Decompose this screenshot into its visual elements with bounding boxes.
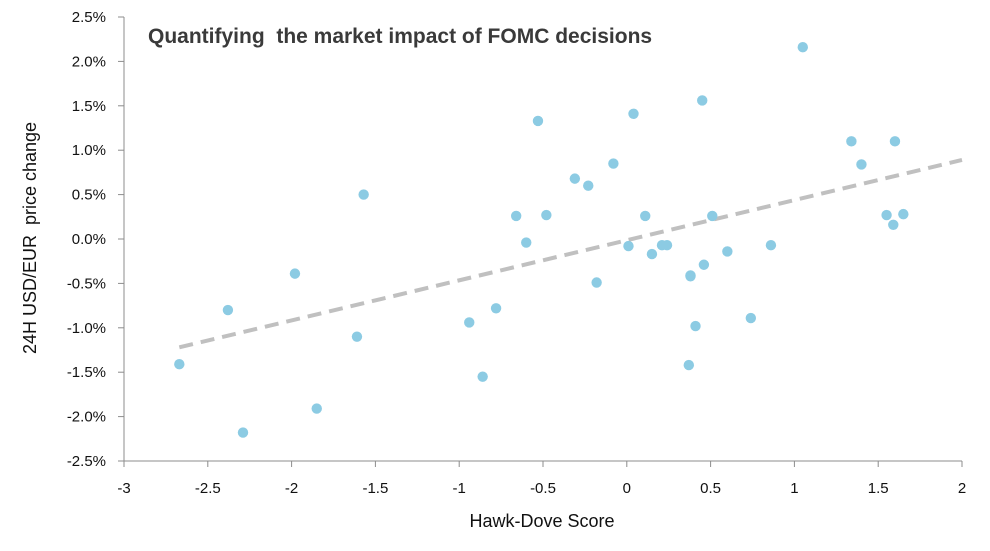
data-point xyxy=(698,259,710,270)
data-point xyxy=(237,427,249,438)
x-axis-label: Hawk-Dove Score xyxy=(469,511,614,531)
data-point xyxy=(722,246,733,257)
data-point xyxy=(477,371,488,382)
data-point xyxy=(532,115,544,127)
x-axis-ticks: -3 -2.5 -2 -1.5 -1 -0.5 0 0.5 1 1.5 2 xyxy=(117,461,966,497)
data-point xyxy=(697,95,708,106)
x-tick-label: -0.5 xyxy=(530,480,556,497)
x-tick-label: 0.5 xyxy=(700,480,721,497)
y-tick-label: -1.0% xyxy=(67,320,106,337)
data-point xyxy=(640,210,651,222)
data-point xyxy=(889,136,901,147)
chart-title: Quantifying the market impact of FOMC de… xyxy=(148,25,652,48)
data-point xyxy=(646,248,658,260)
y-tick-label: -1.5% xyxy=(67,364,106,381)
y-tick-label: 2.5% xyxy=(72,9,106,26)
data-point xyxy=(765,240,777,251)
data-point xyxy=(846,136,857,147)
data-point xyxy=(490,303,502,314)
data-point xyxy=(690,320,701,332)
data-point xyxy=(888,219,899,230)
trendline-dashed xyxy=(178,158,963,350)
data-point xyxy=(510,210,522,222)
data-point xyxy=(707,210,718,222)
data-point xyxy=(311,403,322,414)
data-point xyxy=(583,180,594,191)
data-point xyxy=(521,237,532,248)
x-tick-label: 0 xyxy=(623,480,631,497)
y-tick-label: 0.5% xyxy=(72,187,106,204)
y-tick-label: 1.5% xyxy=(72,98,106,115)
data-point xyxy=(222,304,234,316)
x-tick-label: 1.5 xyxy=(868,480,889,497)
y-tick-label: 0.0% xyxy=(72,231,106,248)
data-point xyxy=(797,41,808,53)
y-tick-label: -2.0% xyxy=(67,409,106,426)
x-tick-label: -2 xyxy=(285,480,298,497)
x-tick-label: -1 xyxy=(453,480,466,497)
data-point xyxy=(881,209,892,221)
axes xyxy=(123,17,962,462)
data-point xyxy=(608,158,619,169)
y-tick-label: -2.5% xyxy=(67,453,106,470)
y-tick-label: 1.0% xyxy=(72,142,106,159)
x-tick-label: -3 xyxy=(117,480,130,497)
data-point xyxy=(174,359,185,370)
data-point xyxy=(685,271,696,282)
data-point xyxy=(856,159,867,170)
data-points xyxy=(174,41,909,438)
data-point xyxy=(745,312,757,324)
data-point xyxy=(464,317,475,328)
x-tick-label: -1.5 xyxy=(362,480,388,497)
data-point xyxy=(358,189,369,200)
y-tick-label: 2.0% xyxy=(72,53,106,70)
trendline xyxy=(178,158,963,350)
data-point xyxy=(683,359,695,371)
y-axis-ticks: -2.5% -2.0% -1.5% -1.0% -0.5% 0.0% 0.5% 1.0% 1.5… xyxy=(67,9,124,470)
data-point xyxy=(351,331,363,342)
data-point xyxy=(898,208,909,220)
data-point xyxy=(569,173,581,184)
y-axis-label: 24H USD/EUR price change xyxy=(20,122,40,354)
x-tick-label: -2.5 xyxy=(195,480,221,497)
data-point xyxy=(541,209,552,221)
data-point xyxy=(591,277,602,288)
x-tick-label: 1 xyxy=(790,480,798,497)
y-tick-label: -0.5% xyxy=(67,275,106,292)
data-point xyxy=(289,268,301,279)
data-point xyxy=(661,240,673,251)
data-point xyxy=(623,240,634,252)
x-tick-label: 2 xyxy=(958,480,966,497)
data-point xyxy=(628,108,639,119)
